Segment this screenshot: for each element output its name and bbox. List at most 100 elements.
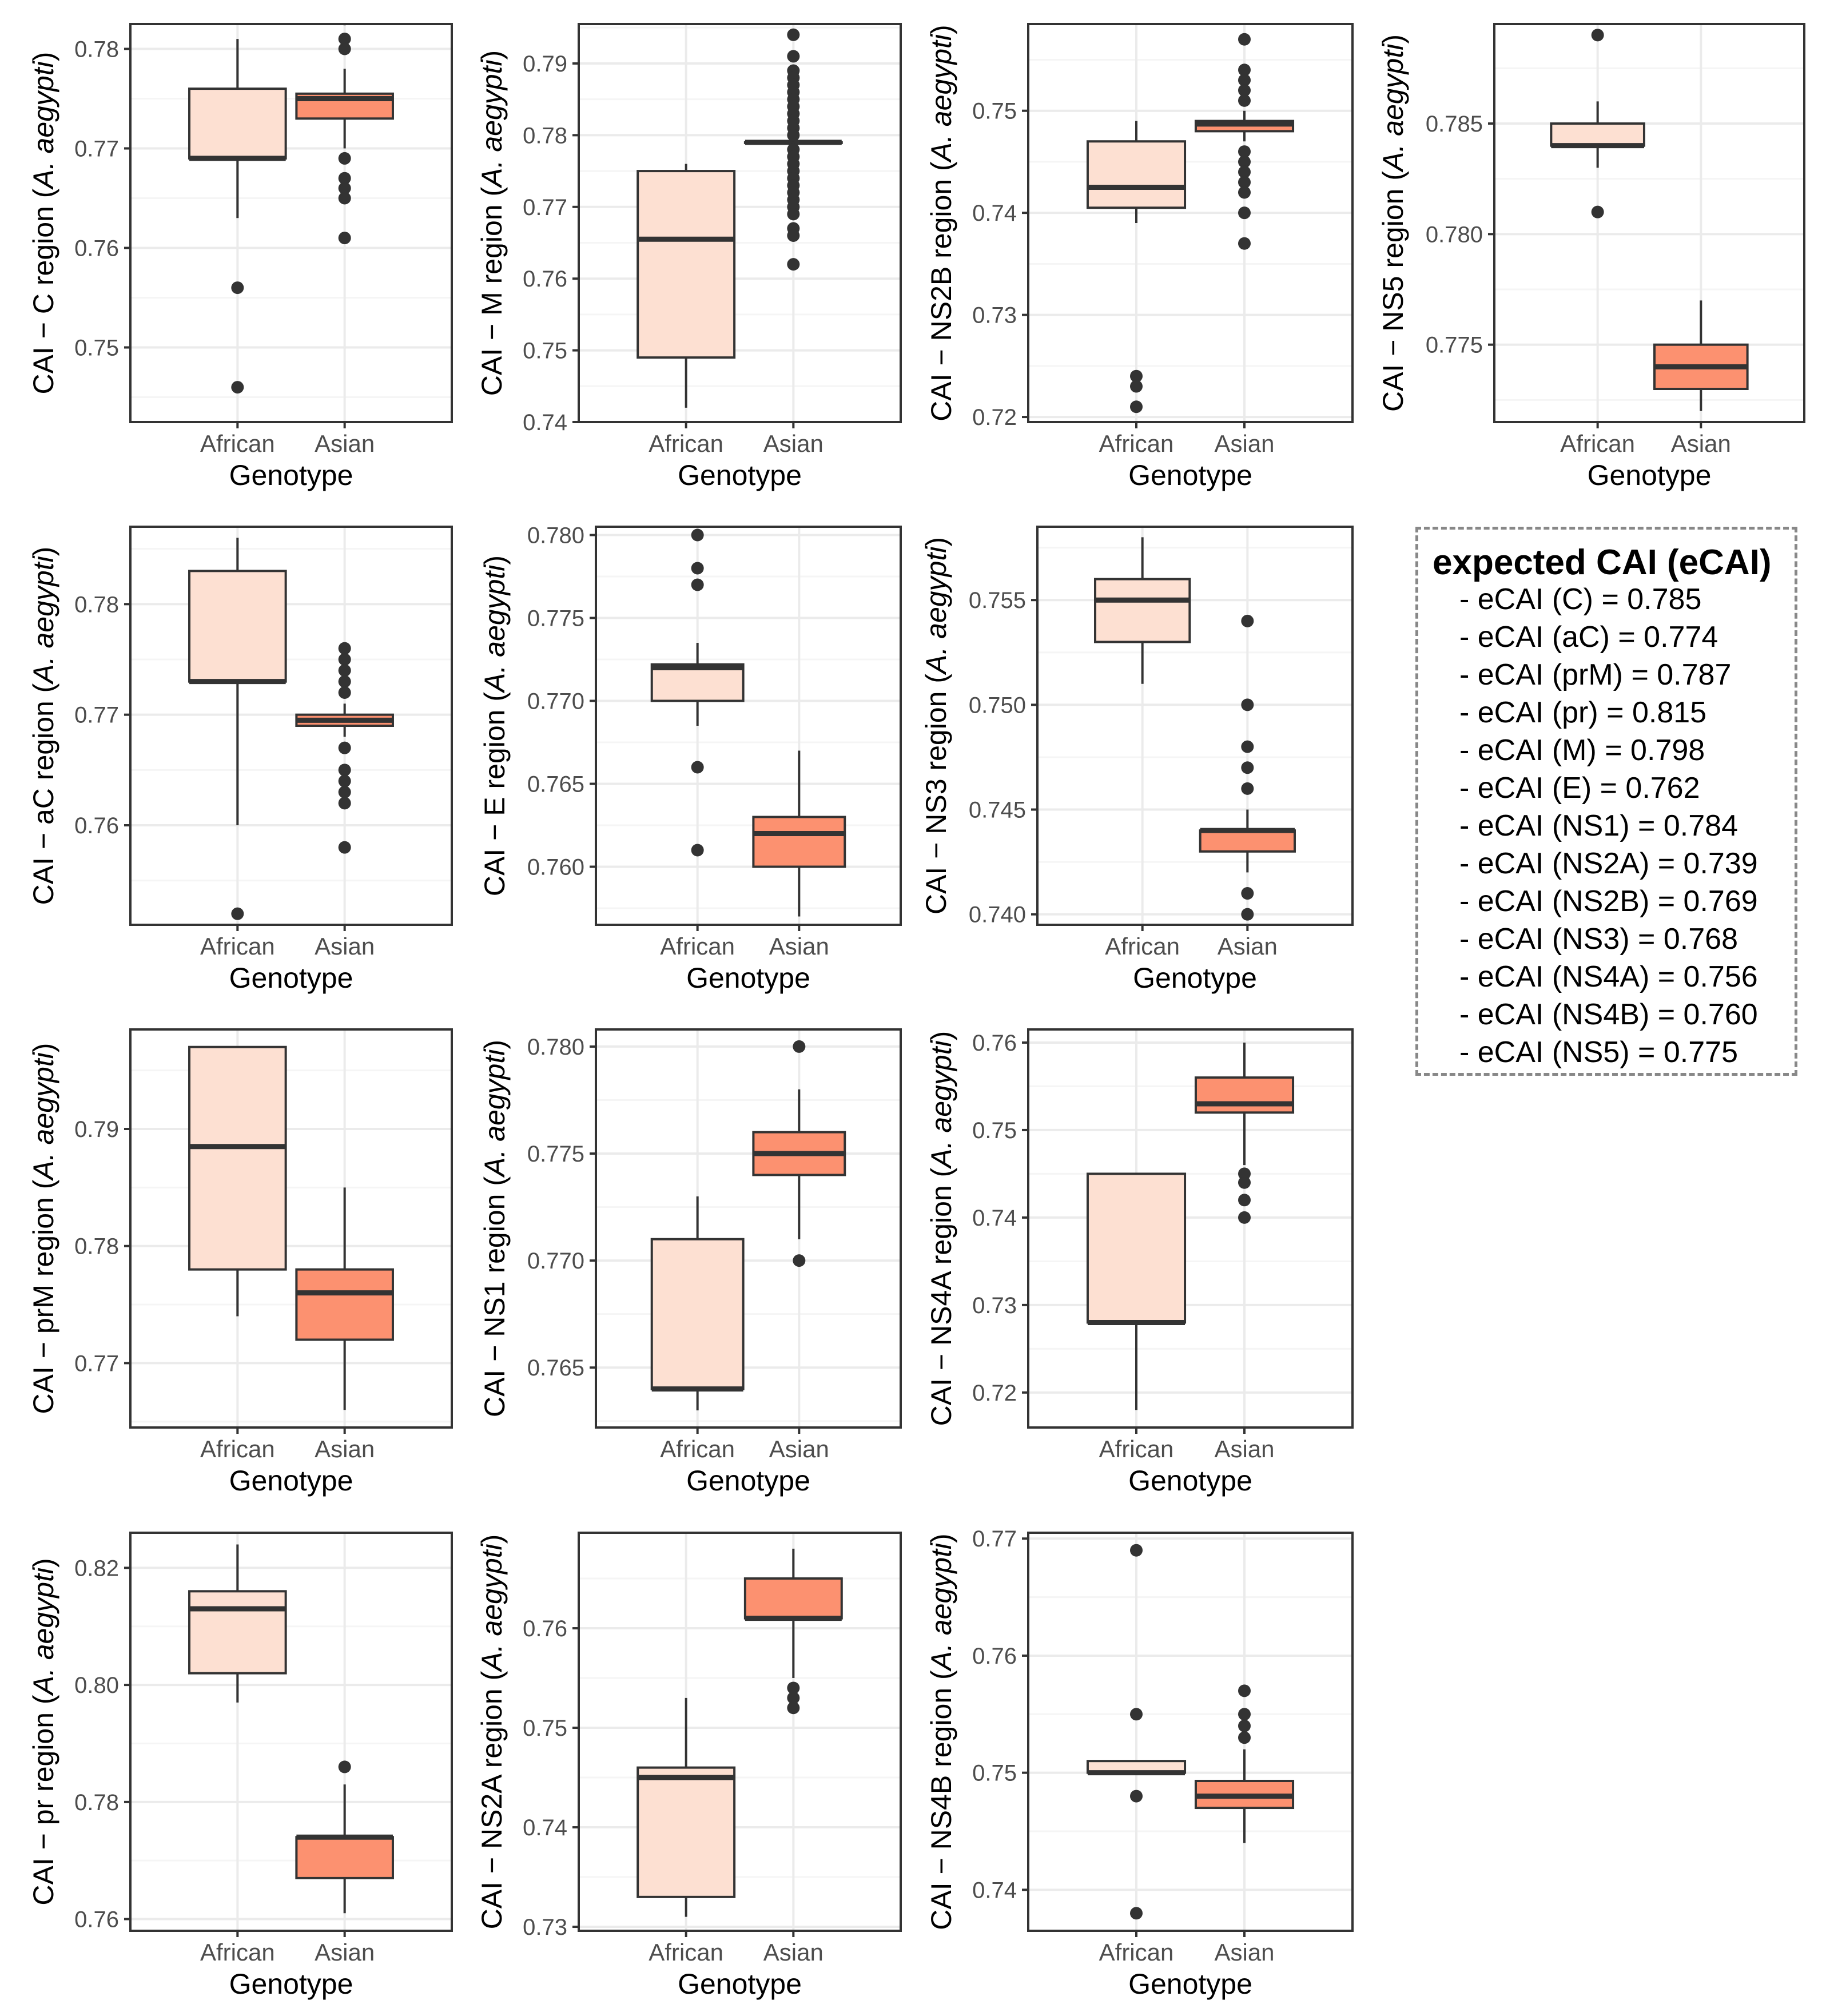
panel-background-e	[596, 527, 901, 925]
panel-plot-area-ac	[130, 527, 452, 925]
outlier-ns5-african-0	[1591, 29, 1604, 42]
y-axis-title-species-ns2a: A. aegypti	[476, 1542, 508, 1672]
panel-background-prm	[130, 1029, 452, 1427]
outlier-ns4a-asian-3	[1238, 1211, 1251, 1224]
outlier-ns3-asian-5	[1241, 887, 1254, 900]
y-tick-label-m-1: 0.75	[523, 339, 567, 364]
panel-border-ns2b	[1027, 23, 1354, 423]
outlier-ac-asian-2	[338, 664, 351, 677]
y-axis-title-prefix-e: CAI − E region (	[479, 692, 511, 896]
box-pr-african	[188, 1590, 287, 1675]
y-tick-label-ns4a-3: 0.75	[972, 1118, 1017, 1143]
outlier-ns2b-asian-1	[1238, 63, 1251, 77]
outlier-c-asian-6	[338, 192, 351, 205]
panel-plot-area-ns1	[596, 1029, 901, 1427]
y-tick-label-prm-1: 0.78	[74, 1234, 119, 1259]
outlier-ac-asian-1	[338, 653, 351, 666]
panel-plot-area-ns4a	[1028, 1029, 1352, 1427]
outlier-ac-asian-10	[338, 841, 351, 854]
y-axis-title-prefix-prm: CAI − prM region (	[27, 1179, 59, 1414]
panel-ns4a: 0.72 0.73 0.74 0.75 0.76 African Asian Genotype…	[925, 1028, 1354, 1497]
y-tick-label-ns4a-0: 0.72	[972, 1381, 1017, 1406]
panel-background-ns1	[596, 1029, 901, 1427]
y-axis-title-prefix-ns2a: CAI − NS2A region (	[476, 1671, 508, 1929]
y-axis-title-ns3: CAI − NS3 region (A. aegypti)	[920, 537, 952, 914]
box-ac-african	[188, 570, 287, 683]
y-axis-title-species-ns1: A. aegypti	[479, 1048, 511, 1178]
y-tick-label-c-3: 0.78	[74, 37, 119, 62]
panel-prm: 0.77 0.78 0.79 African Asian Genotype CAI − pr…	[27, 1028, 453, 1497]
y-axis-title-prm: CAI − prM region (A. aegypti)	[27, 1043, 59, 1414]
y-tick-label-ns2b-2: 0.74	[972, 201, 1017, 226]
panel-background-m	[579, 24, 901, 422]
panel-background-ns2a	[579, 1533, 901, 1931]
panel-border-ns2a	[578, 1532, 902, 1932]
y-axis-title-prefix-ns1: CAI − NS1 region (	[479, 1176, 511, 1417]
outlier-ns2b-asian-0	[1238, 33, 1251, 46]
outlier-c-asian-7	[338, 232, 351, 245]
outlier-ns2b-african-1	[1130, 380, 1143, 393]
y-axis-title-species-ac: A. aegypti	[27, 555, 59, 685]
box-e-asian	[752, 816, 846, 868]
y-tick-label-pr-1: 0.78	[74, 1790, 119, 1815]
outlier-ns4b-african-1	[1130, 1708, 1143, 1721]
outlier-ns4b-african-3	[1130, 1907, 1143, 1920]
y-tick-label-ns2a-0: 0.73	[523, 1915, 567, 1940]
legend-item-e: - eCAI (E) = 0.762	[1459, 772, 1700, 805]
panel-background-ns3	[1037, 527, 1352, 925]
y-axis-title-species-ns4b: A. aegypti	[925, 1542, 957, 1672]
y-tick-label-ns4b-2: 0.76	[972, 1644, 1017, 1669]
y-axis-title-suffix-ns2b: )	[925, 25, 957, 34]
legend-item-ns1: - eCAI (NS1) = 0.784	[1459, 809, 1738, 842]
y-axis-title-ns2b: CAI − NS2B region (A. aegypti)	[925, 25, 957, 421]
y-axis-title-suffix-c: )	[27, 52, 59, 62]
outlier-ns2b-african-2	[1130, 400, 1143, 413]
panel-plot-area-m	[579, 24, 901, 422]
outlier-c-asian-3	[338, 152, 351, 165]
x-tick-label-ns3-asian: Asian	[1218, 933, 1278, 960]
y-axis-title-suffix-e: )	[479, 555, 511, 565]
y-tick-label-e-4: 0.780	[527, 523, 584, 548]
y-tick-label-ns3-0: 0.740	[969, 902, 1026, 928]
y-axis-title-species-m: A. aegypti	[476, 59, 508, 189]
y-axis-title-suffix-m: )	[476, 50, 508, 60]
outlier-ns2b-asian-4	[1238, 94, 1251, 107]
y-axis-title-suffix-ns1: )	[479, 1040, 511, 1049]
panel-plot-area-e	[596, 527, 901, 925]
y-axis-title-species-prm: A. aegypti	[27, 1051, 59, 1181]
x-tick-label-ns2a-asian: Asian	[763, 1939, 824, 1966]
y-tick-label-ns5-2: 0.785	[1426, 112, 1483, 137]
outlier-m-asian-21	[787, 208, 800, 221]
box-ns2a-asian	[743, 1577, 843, 1620]
legend-item-ns4b: - eCAI (NS4B) = 0.760	[1459, 998, 1758, 1031]
y-axis-title-prefix-ns5: CAI − NS5 region (	[1377, 171, 1409, 412]
panel-plot-area-prm	[130, 1029, 452, 1427]
box-ns1-african	[650, 1238, 745, 1390]
outlier-ns2b-asian-2	[1238, 74, 1251, 87]
box-ns2b-african	[1086, 140, 1187, 209]
y-tick-label-ac-2: 0.78	[74, 592, 119, 617]
y-tick-label-c-1: 0.76	[74, 236, 119, 261]
outlier-ns2b-asian-8	[1238, 176, 1251, 189]
y-axis-title-suffix-ac: )	[27, 547, 59, 556]
y-tick-label-ns2a-3: 0.76	[523, 1616, 567, 1641]
x-axis-title-e: Genotype	[686, 962, 810, 994]
x-tick-label-ns4b-asian: Asian	[1214, 1939, 1274, 1966]
legend-item-pr: - eCAI (pr) = 0.815	[1459, 696, 1707, 729]
outlier-ac-asian-4	[338, 686, 351, 699]
y-axis-title-species-ns2b: A. aegypti	[925, 33, 957, 163]
panel-ns1: 0.765 0.770 0.775 0.780 African Asian Genotype…	[479, 1028, 902, 1497]
outlier-ns4a-asian-1	[1238, 1176, 1251, 1189]
outlier-ns4b-asian-2	[1238, 1719, 1251, 1732]
y-tick-label-m-2: 0.76	[523, 267, 567, 292]
y-axis-title-ns4a: CAI − NS4A region (A. aegypti)	[925, 1031, 957, 1426]
panel-background-ns4b	[1028, 1533, 1352, 1931]
outlier-e-african-3	[691, 761, 704, 774]
x-tick-label-c-asian: Asian	[315, 430, 375, 457]
y-tick-label-ns5-1: 0.780	[1426, 222, 1483, 247]
outlier-m-asian-24	[787, 258, 800, 271]
legend-item-ac: - eCAI (aC) = 0.774	[1459, 621, 1718, 654]
